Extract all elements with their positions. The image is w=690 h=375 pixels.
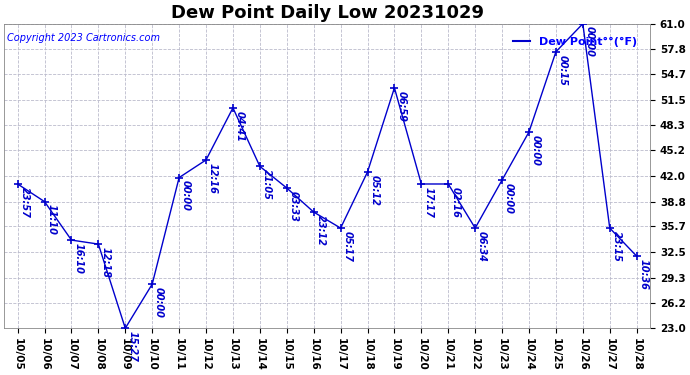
Text: 12:18: 12:18 — [100, 247, 110, 278]
Text: 06:59: 06:59 — [396, 91, 406, 122]
Text: 23:15: 23:15 — [611, 231, 622, 262]
Text: 02:16: 02:16 — [450, 187, 460, 218]
Text: 23:57: 23:57 — [19, 187, 30, 218]
Text: 21:05: 21:05 — [262, 169, 272, 200]
Legend: Dew Point°°(°F): Dew Point°°(°F) — [509, 32, 641, 51]
Text: 10:36: 10:36 — [639, 259, 649, 290]
Text: 00:00: 00:00 — [181, 180, 191, 211]
Text: 15:27: 15:27 — [127, 331, 137, 362]
Text: 06:34: 06:34 — [477, 231, 487, 262]
Text: 12:16: 12:16 — [208, 163, 218, 194]
Text: Copyright 2023 Cartronics.com: Copyright 2023 Cartronics.com — [8, 33, 160, 43]
Text: 00:00: 00:00 — [504, 183, 514, 214]
Text: 00:00: 00:00 — [531, 135, 541, 165]
Text: 04:41: 04:41 — [235, 111, 245, 141]
Text: 05:12: 05:12 — [369, 175, 380, 206]
Text: 00:00: 00:00 — [154, 287, 164, 318]
Text: 00:15: 00:15 — [558, 54, 568, 86]
Text: 16:10: 16:10 — [73, 243, 83, 274]
Text: 05:17: 05:17 — [342, 231, 353, 262]
Text: 11:10: 11:10 — [46, 204, 57, 235]
Text: 23:12: 23:12 — [315, 215, 326, 246]
Text: 17:17: 17:17 — [423, 187, 433, 218]
Text: 03:33: 03:33 — [288, 191, 299, 222]
Title: Dew Point Daily Low 20231029: Dew Point Daily Low 20231029 — [170, 4, 484, 22]
Text: 00:00: 00:00 — [584, 27, 595, 57]
